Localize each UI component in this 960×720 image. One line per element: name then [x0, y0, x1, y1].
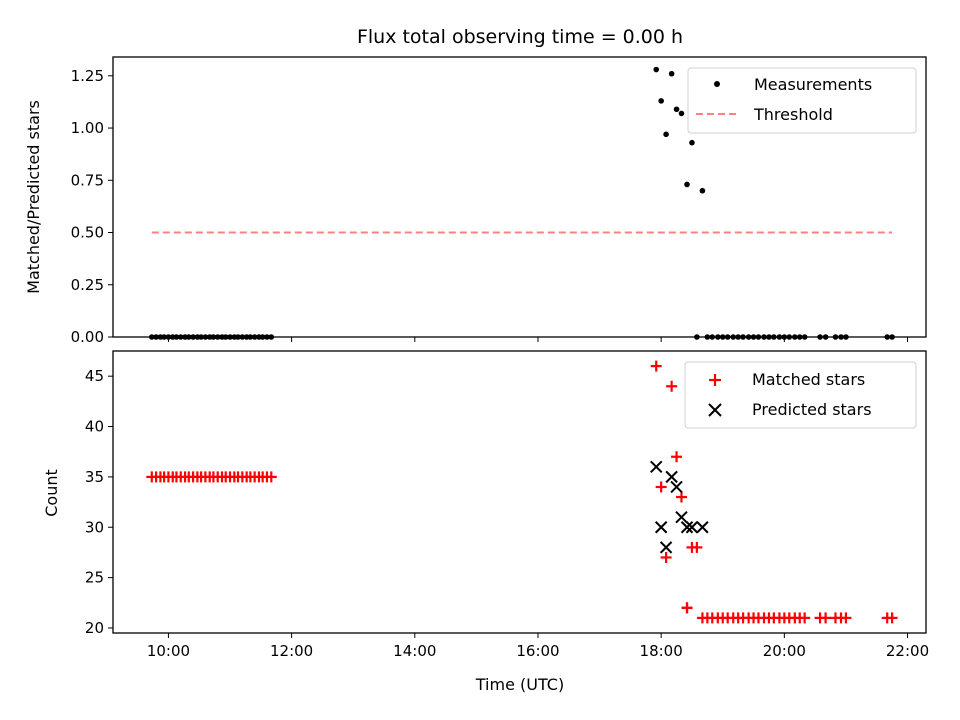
bottom-x-tick-label: 14:00 [393, 642, 436, 660]
matched-stars-point [671, 451, 683, 463]
bottom-panel: Count Time (UTC) 10:00 12:00 14:00 16:00 18:… [42, 350, 929, 694]
measurements-point [678, 110, 685, 117]
matched-stars-point [675, 491, 687, 503]
matched-stars-point [820, 612, 832, 624]
predicted-stars-point [665, 470, 678, 484]
bottom-x-tick-label: 10:00 [147, 642, 190, 660]
top-y-tick-label: 0.00 [71, 328, 104, 346]
top-y-axis-label: Matched/Predicted stars [24, 100, 43, 294]
matched-stars-point [799, 612, 811, 624]
bottom-y-tick-label: 45 [85, 367, 104, 385]
bottom-x-tick-label: 20:00 [763, 642, 806, 660]
matched-stars-point [840, 612, 852, 624]
top-panel: Flux total observing time = 0.00 h Match… [24, 26, 927, 346]
bottom-axes-frame [112, 350, 927, 634]
matched-stars-point [650, 360, 662, 372]
bottom-y-axis-label: Count [42, 469, 61, 517]
top-y-tick-label: 0.75 [71, 171, 104, 189]
bottom-x-tick-label: 16:00 [516, 642, 559, 660]
top-y-tick-label: 0.50 [71, 224, 104, 242]
matched-stars-point [666, 380, 678, 392]
x-axis-label: Time (UTC) [475, 675, 564, 694]
measurements-point [684, 181, 690, 188]
bottom-y-tick-label: 20 [85, 619, 104, 637]
bottom-plot-area: 10:00 12:00 14:00 16:00 18:00 20:00 22:00 20 25 3… [85, 360, 929, 660]
bottom-legend: Matched stars Predicted stars [684, 361, 917, 429]
legend-threshold-label: Threshold [753, 105, 833, 124]
bottom-y-tick-label: 35 [85, 468, 104, 486]
measurements-point [663, 131, 669, 138]
predicted-stars-point [670, 480, 683, 494]
legend-predicted-label: Predicted stars [752, 400, 872, 419]
measurements-point [689, 139, 695, 146]
top-legend: Measurements Threshold [687, 67, 917, 134]
bottom-y-tick-label: 40 [85, 418, 104, 436]
predicted-stars-point [650, 460, 663, 474]
measurements-point [653, 66, 660, 73]
top-axes-frame [112, 56, 927, 338]
legend-matched-marker [709, 374, 721, 386]
measurements-point [658, 98, 664, 104]
matched-stars-point [265, 471, 277, 483]
top-y-tick-label: 1.25 [71, 67, 104, 85]
bottom-x-tick-label: 18:00 [640, 642, 683, 660]
matched-stars-point [655, 481, 667, 493]
measurements-point [668, 70, 675, 77]
matched-stars-point [660, 551, 672, 563]
legend-matched-label: Matched stars [752, 370, 865, 389]
predicted-stars-point [680, 521, 694, 534]
bottom-y-tick-label: 25 [85, 569, 104, 587]
legend-measurements-marker [714, 81, 720, 87]
predicted-stars-point [659, 541, 673, 554]
predicted-stars-point [654, 521, 668, 534]
matched-stars-point [681, 602, 693, 614]
legend-measurements-label: Measurements [754, 75, 872, 94]
predicted-stars-point [675, 510, 688, 524]
measurements-point [673, 106, 680, 113]
bottom-legend-box [684, 361, 917, 429]
top-y-tick-label: 1.00 [71, 119, 104, 137]
predicted-stars-point [696, 521, 709, 534]
matched-stars-point [691, 541, 703, 553]
top-y-tick-label: 0.25 [71, 276, 104, 294]
chart-title: Flux total observing time = 0.00 h [357, 26, 683, 48]
matched-stars-point [886, 612, 898, 624]
measurements-point [699, 187, 706, 194]
top-legend-box [687, 67, 917, 134]
bottom-x-tick-label: 22:00 [886, 642, 929, 660]
bottom-y-tick-label: 30 [85, 518, 104, 536]
legend-predicted-marker [708, 403, 722, 417]
predicted-stars-point [685, 521, 699, 534]
bottom-x-tick-label: 12:00 [270, 642, 313, 660]
